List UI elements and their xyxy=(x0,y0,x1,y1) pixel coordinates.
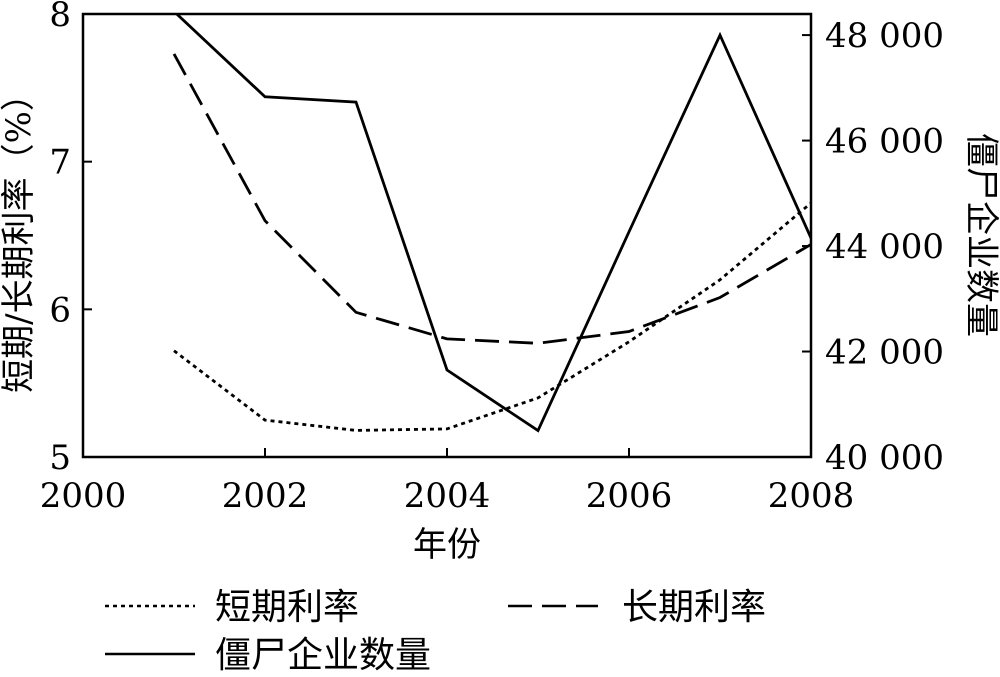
x-tick-label: 2000 xyxy=(40,476,127,516)
left-y-tick-label: 6 xyxy=(49,290,71,330)
right-y-tick-label: 44 000 xyxy=(825,227,944,267)
plot-frame xyxy=(81,12,813,459)
legend: 短期利率 长期利率 僵尸企业数量 xyxy=(105,587,766,676)
x-tick-label: 2004 xyxy=(404,476,491,516)
right-y-tick-label: 46 000 xyxy=(825,122,944,162)
left-y-tick-label: 8 xyxy=(49,0,71,35)
zombie-count-line xyxy=(174,14,811,433)
legend-label-zombie-count: 僵尸企业数量 xyxy=(215,635,431,676)
long-rate-line xyxy=(172,53,811,345)
x-tick-label: 2002 xyxy=(222,476,309,516)
left-y-axis-title: 短期/长期利率（%） xyxy=(0,77,39,393)
left-y-tick-label: 5 xyxy=(49,438,71,478)
x-tick-label: 2008 xyxy=(768,476,855,516)
left-y-tick-label: 7 xyxy=(49,143,71,183)
right-y-tick-label: 42 000 xyxy=(825,333,944,373)
x-axis-title: 年份 xyxy=(413,525,481,565)
legend-label-short-rate: 短期利率 xyxy=(215,587,359,628)
legend-label-long-rate: 长期利率 xyxy=(622,587,766,628)
right-y-tick-label: 40 000 xyxy=(825,438,944,478)
short-rate-line xyxy=(173,201,811,432)
right-y-tick-label: 48 000 xyxy=(825,16,944,56)
x-tick-label: 2006 xyxy=(586,476,673,516)
right-y-axis-title: 僵尸企业数量 xyxy=(961,133,1000,337)
